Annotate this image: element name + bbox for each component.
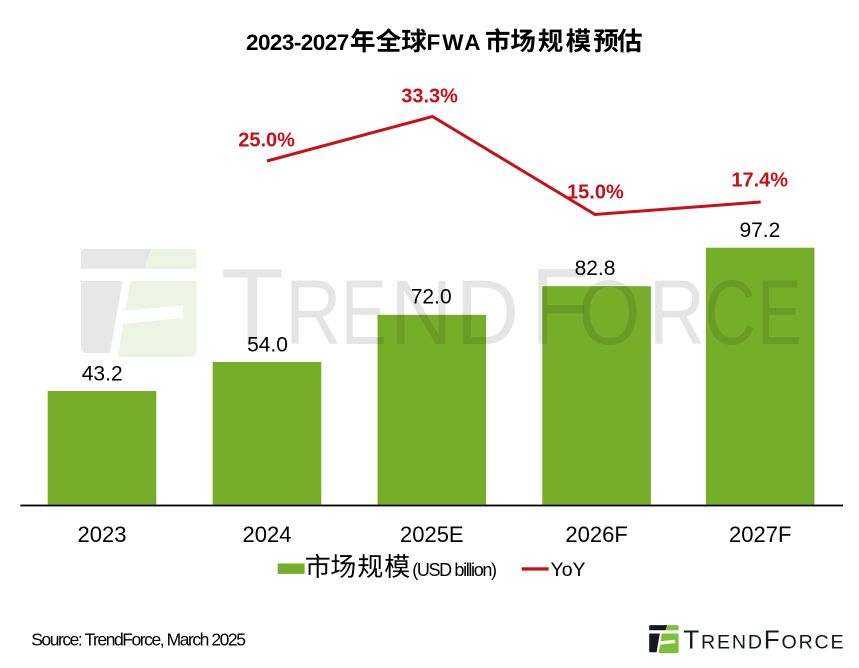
svg-text:72.0: 72.0	[411, 286, 452, 309]
svg-text:R: R	[649, 262, 705, 364]
svg-text:(USD billion): (USD billion)	[412, 560, 496, 580]
svg-text:2027F: 2027F	[729, 522, 791, 547]
svg-text:C: C	[704, 262, 755, 364]
svg-text:33.3%: 33.3%	[401, 86, 458, 108]
svg-text:YoY: YoY	[551, 559, 586, 581]
svg-text:N: N	[390, 262, 453, 364]
svg-text:D: D	[455, 262, 519, 364]
svg-text:R: R	[285, 262, 341, 364]
svg-text:25.0%: 25.0%	[238, 130, 295, 152]
svg-text:2026F: 2026F	[565, 522, 627, 547]
svg-text:F: F	[531, 246, 590, 368]
svg-text:O: O	[579, 262, 641, 364]
svg-text:2025E: 2025E	[400, 522, 464, 547]
svg-text:Source: TrendForce, March 2025: Source: TrendForce, March 2025	[31, 630, 245, 650]
svg-text:2023: 2023	[78, 522, 127, 547]
svg-text:54.0: 54.0	[247, 334, 288, 357]
svg-text:97.2: 97.2	[739, 219, 780, 242]
svg-text:2024: 2024	[243, 522, 292, 547]
svg-text:15.0%: 15.0%	[567, 182, 624, 204]
svg-text:82.8: 82.8	[575, 257, 616, 280]
svg-text:43.2: 43.2	[82, 363, 123, 386]
svg-text:2023-2027: 2023-2027	[246, 30, 349, 55]
svg-text:E: E	[341, 262, 387, 364]
svg-text:E: E	[758, 262, 802, 364]
svg-text:FWA: FWA	[427, 30, 483, 55]
svg-text:T: T	[221, 246, 284, 368]
svg-text:17.4%: 17.4%	[731, 169, 788, 191]
